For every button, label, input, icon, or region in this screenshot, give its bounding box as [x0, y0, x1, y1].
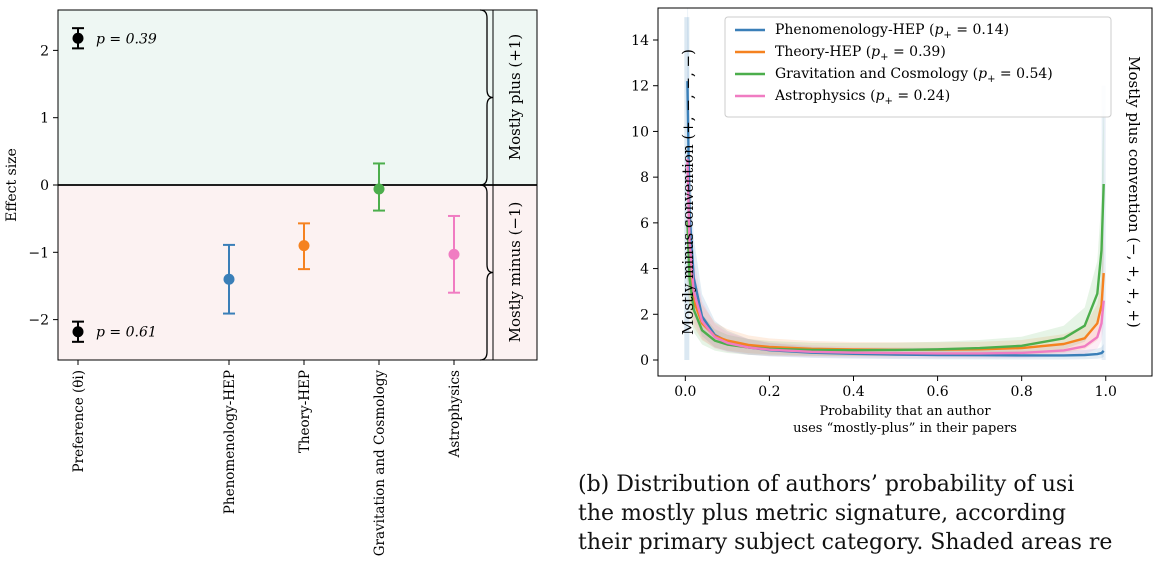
legend-p-equals: = — [995, 66, 1016, 82]
y-tick-label: −2 — [28, 313, 49, 329]
legend-series-name: Gravitation and Cosmology — [775, 66, 968, 82]
x-tick-label: 0.4 — [842, 384, 864, 400]
legend-entry: Phenomenology-HEP (p+ = 0.14) — [775, 22, 1009, 41]
legend-p-close: ) — [1047, 66, 1052, 82]
legend-p-value: 0.14 — [972, 22, 1003, 38]
legend-entry: Astrophysics (p+ = 0.24) — [774, 88, 950, 107]
legend-p-subscript: + — [885, 96, 893, 107]
x-axis: 0.0 0.2 0.4 0.6 0.8 1.0 — [674, 376, 1117, 400]
legend-p-value: 0.54 — [1016, 66, 1047, 82]
legend-series-name: Phenomenology-HEP — [775, 22, 925, 38]
legend-p-subscript: + — [987, 74, 995, 85]
y-tick-label: 2 — [40, 43, 49, 59]
legend-p-equals: = — [952, 22, 973, 38]
x-tick-label: 0.6 — [926, 384, 948, 400]
series-lines — [686, 81, 1105, 357]
y-tick-label: 2 — [640, 307, 649, 323]
legend-p-symbol: p — [934, 22, 943, 38]
plus-region — [58, 10, 537, 185]
legend-p-subscript: + — [943, 30, 951, 41]
x-tick-label: Astrophysics — [447, 370, 463, 458]
legend-p-symbol: p — [876, 88, 885, 104]
preference-point — [72, 32, 84, 44]
legend-p-subscript: + — [880, 52, 888, 63]
y-tick-label: 4 — [640, 262, 649, 278]
y-tick-label: 6 — [640, 216, 649, 232]
legend-p-close: ) — [945, 88, 950, 104]
effect-point — [298, 240, 310, 252]
effect-size-chart: p = 0.39 p = 0.61 −2 −1 0 1 2 Preference (θi)… — [4, 9, 538, 556]
x-tick-label: Theory-HEP — [297, 370, 313, 453]
legend-p-open: ( — [968, 66, 978, 82]
x-tick-label: 0.8 — [1011, 384, 1033, 400]
legend-p-close: ) — [1004, 22, 1009, 38]
y-axis: −2 −1 0 1 2 — [28, 43, 58, 329]
legend: Phenomenology-HEP (p+ = 0.14)Theory-HEP … — [724, 16, 1112, 118]
preference-probability-label: p = 0.39 — [96, 31, 157, 47]
y-tick-label: 14 — [631, 33, 649, 49]
y-tick-label: 10 — [631, 124, 649, 140]
right-convention-annotation: Mostly plus convention (−, +, +, +) — [1125, 56, 1143, 328]
y-axis-label: Effect size — [4, 148, 20, 222]
legend-p-symbol: p — [978, 66, 987, 82]
preference-point — [72, 326, 84, 338]
x-axis: Preference (θi) Phenomenology-HEP Theory-H… — [71, 360, 463, 556]
series-line — [686, 81, 1105, 357]
effect-point — [448, 248, 460, 260]
preference-probability-label: p = 0.61 — [96, 325, 157, 341]
region-label-plus: Mostly plus (+1) — [506, 34, 524, 161]
edge-band — [1101, 85, 1106, 360]
legend-p-close: ) — [940, 44, 945, 60]
y-tick-label: −1 — [28, 245, 49, 261]
x-axis-label-line1: Probability that an author — [819, 404, 991, 419]
y-tick-label: 8 — [640, 170, 649, 186]
x-tick-label: 0.0 — [674, 384, 696, 400]
x-axis-label-line2: uses “mostly-plus” in their papers — [793, 421, 1017, 436]
caption-line: their primary subject category. Shaded a… — [578, 530, 1113, 555]
edge-band — [684, 17, 690, 361]
uncertainty-band — [687, 102, 1104, 357]
legend-p-open: ( — [925, 22, 935, 38]
legend-p-symbol: p — [871, 44, 880, 60]
legend-entry: Theory-HEP (p+ = 0.39) — [775, 44, 946, 63]
legend-p-value: 0.24 — [914, 88, 945, 104]
x-tick-label: 1.0 — [1095, 384, 1117, 400]
legend-p-open: ( — [866, 88, 876, 104]
caption-line: (b) Distribution of authors’ probability… — [578, 472, 1075, 497]
legend-series-name: Theory-HEP — [775, 44, 861, 60]
plot-frame — [657, 7, 1153, 377]
legend-entry: Gravitation and Cosmology (p+ = 0.54) — [775, 66, 1053, 85]
effect-point — [223, 273, 235, 285]
y-axis: 0 2 4 6 8 10 12 14 — [631, 33, 658, 369]
y-tick-label: 0 — [40, 178, 49, 194]
caption-line: the mostly plus metric signature, accord… — [578, 501, 1066, 526]
x-tick-label: 0.2 — [758, 384, 780, 400]
legend-box — [724, 16, 1112, 118]
minus-region — [58, 185, 537, 360]
left-convention-annotation: Mostly minus convention (+, −, −, −) — [679, 49, 697, 335]
legend-p-equals: = — [889, 44, 910, 60]
series-line — [686, 158, 1105, 355]
legend-p-value: 0.39 — [909, 44, 940, 60]
y-tick-label: 0 — [640, 353, 649, 369]
uncertainty-bands — [684, 8, 1106, 361]
uncertainty-band — [687, 158, 1104, 357]
legend-series-name: Astrophysics — [774, 88, 866, 104]
y-tick-label: 12 — [631, 79, 649, 95]
convention-regions — [58, 10, 537, 360]
effect-points: p = 0.39 p = 0.61 — [72, 27, 460, 343]
series-line — [686, 222, 1105, 351]
legend-p-open: ( — [861, 44, 871, 60]
region-label-minus: Mostly minus (−1) — [506, 202, 524, 343]
x-tick-label: Gravitation and Cosmology — [372, 370, 388, 557]
figure-caption: (b) Distribution of authors’ probability… — [578, 470, 1153, 557]
y-tick-label: 1 — [40, 111, 49, 127]
effect-point — [373, 183, 385, 195]
x-tick-label: Phenomenology-HEP — [222, 370, 238, 514]
probability-distribution-chart: 0 2 4 6 8 10 12 14 0.0 0.2 0.4 0.6 0.8 1.0 Probabili… — [631, 7, 1153, 436]
series-line — [686, 183, 1105, 352]
legend-p-equals: = — [893, 88, 914, 104]
x-tick-label: Preference (θi) — [71, 370, 87, 472]
